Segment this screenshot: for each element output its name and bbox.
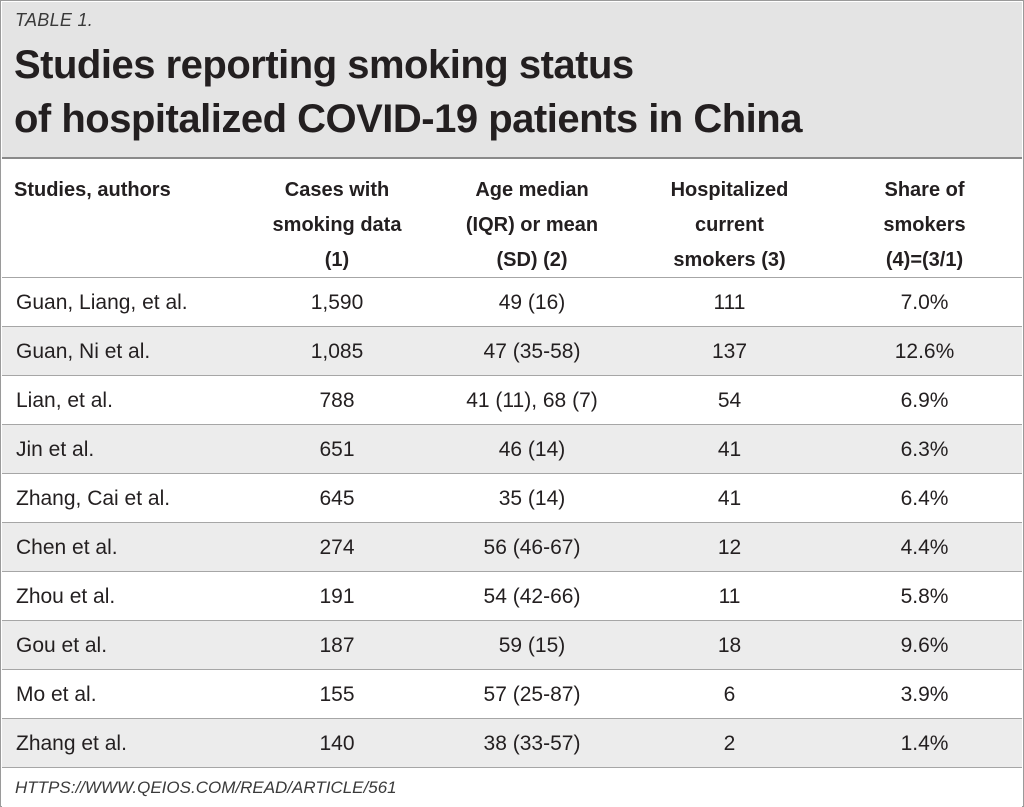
column-header-share: Share of smokers (4)=(3/1) xyxy=(883,179,966,271)
table-row: Mo et al. 155 57 (25-87) 6 3.9% xyxy=(2,669,1022,719)
table-row: Zhang et al. 140 38 (33-57) 2 1.4% xyxy=(2,718,1022,768)
table-footer: HTTPS://WWW.QEIOS.COM/READ/ARTICLE/561 xyxy=(2,767,1022,807)
title-line-2: of hospitalized COVID-19 patients in Chi… xyxy=(14,97,802,141)
cell-share: 4.4% xyxy=(900,536,949,559)
source-url: HTTPS://WWW.QEIOS.COM/READ/ARTICLE/561 xyxy=(15,778,397,797)
title-line-1: Studies reporting smoking status xyxy=(14,43,634,87)
cell-smokers: 2 xyxy=(723,732,736,755)
column-header-smokers: Hospitalized current smokers (3) xyxy=(670,179,789,271)
cell-smokers: 41 xyxy=(717,438,742,461)
cell-share: 6.4% xyxy=(900,487,949,510)
cell-study: Zhou et al. xyxy=(16,585,116,608)
cell-study: Chen et al. xyxy=(16,536,118,559)
cell-smokers: 137 xyxy=(711,340,748,363)
column-header-age: Age median (IQR) or mean (SD) (2) xyxy=(465,179,599,271)
cell-study: Zhang et al. xyxy=(16,732,127,755)
cell-age: 49 (16) xyxy=(498,291,566,314)
cell-age: 46 (14) xyxy=(498,438,566,461)
cell-cases: 1,590 xyxy=(310,291,364,314)
cell-study: Mo et al. xyxy=(16,683,97,706)
cell-age: 54 (42-66) xyxy=(483,585,581,608)
cell-smokers: 12 xyxy=(717,536,742,559)
table-label: TABLE 1. xyxy=(15,10,94,30)
cell-share: 1.4% xyxy=(900,732,949,755)
cell-smokers: 6 xyxy=(723,683,736,706)
cell-age: 41 (11), 68 (7) xyxy=(466,389,598,412)
cell-share: 5.8% xyxy=(900,585,949,608)
cell-age: 57 (25-87) xyxy=(483,683,581,706)
cell-share: 6.9% xyxy=(900,389,949,412)
cell-cases: 155 xyxy=(319,683,355,706)
cell-age: 38 (33-57) xyxy=(483,732,581,755)
cell-cases: 187 xyxy=(319,634,355,657)
cell-study: Guan, Ni et al. xyxy=(16,340,151,363)
table-title: Studies reporting smoking status of hosp… xyxy=(14,38,802,146)
cell-study: Guan, Liang, et al. xyxy=(16,291,188,314)
cell-smokers: 54 xyxy=(717,389,742,412)
cell-age: 47 (35-58) xyxy=(483,340,581,363)
table-row: Jin et al. 651 46 (14) 41 6.3% xyxy=(2,424,1022,474)
cell-share: 12.6% xyxy=(894,340,955,363)
table-row: Lian, et al. 788 41 (11), 68 (7) 54 6.9% xyxy=(2,375,1022,425)
cell-study: Jin et al. xyxy=(16,438,95,461)
table-header-band: TABLE 1. Studies reporting smoking statu… xyxy=(2,2,1022,157)
table-row: Guan, Ni et al. 1,085 47 (35-58) 137 12.6% xyxy=(2,326,1022,376)
cell-cases: 140 xyxy=(319,732,355,755)
table-row: Guan, Liang, et al. 1,590 49 (16) 111 7.0% xyxy=(2,277,1022,327)
table-row: Chen et al. 274 56 (46-67) 12 4.4% xyxy=(2,522,1022,572)
cell-cases: 1,085 xyxy=(310,340,364,363)
cell-share: 6.3% xyxy=(900,438,949,461)
column-headers: Studies, authors Cases with smoking data… xyxy=(2,157,1022,279)
column-header-studies: Studies, authors xyxy=(14,179,171,201)
cell-smokers: 18 xyxy=(717,634,742,657)
cell-age: 35 (14) xyxy=(498,487,566,510)
cell-share: 3.9% xyxy=(900,683,949,706)
cell-cases: 645 xyxy=(319,487,355,510)
cell-cases: 788 xyxy=(319,389,355,412)
cell-study: Lian, et al. xyxy=(16,389,113,412)
cell-smokers: 11 xyxy=(718,585,741,608)
cell-age: 56 (46-67) xyxy=(483,536,581,559)
cell-study: Gou et al. xyxy=(16,634,108,657)
column-header-cases: Cases with smoking data (1) xyxy=(272,179,402,271)
cell-study: Zhang, Cai et al. xyxy=(16,487,171,510)
cell-cases: 274 xyxy=(319,536,355,559)
cell-smokers: 41 xyxy=(717,487,742,510)
table-row: Zhou et al. 191 54 (42-66) 11 5.8% xyxy=(2,571,1022,621)
cell-share: 9.6% xyxy=(900,634,949,657)
cell-cases: 191 xyxy=(319,585,355,608)
table-row: Gou et al. 187 59 (15) 18 9.6% xyxy=(2,620,1022,670)
cell-share: 7.0% xyxy=(900,291,949,314)
cell-age: 59 (15) xyxy=(498,634,566,657)
cell-smokers: 111 xyxy=(713,291,746,314)
table-row: Zhang, Cai et al. 645 35 (14) 41 6.4% xyxy=(2,473,1022,523)
cell-cases: 651 xyxy=(319,438,355,461)
